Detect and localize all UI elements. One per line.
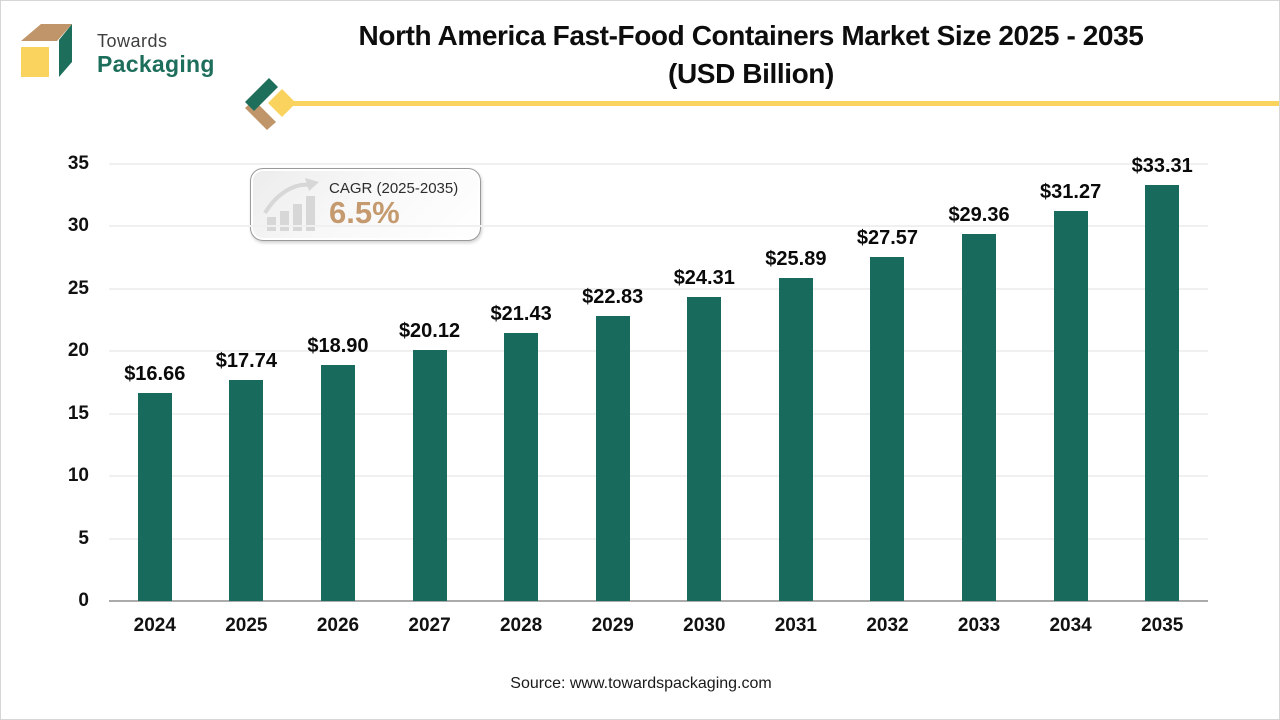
gridline-20 — [109, 350, 1208, 353]
bar-2027 — [412, 349, 447, 601]
bar-2026 — [320, 365, 355, 601]
x-axis-label-2032: 2032 — [866, 615, 909, 636]
x-axis-label-2033: 2033 — [957, 615, 1001, 636]
bar-2028 — [504, 333, 539, 601]
x-axis-label-2028: 2028 — [499, 615, 543, 636]
chart-title: North America Fast-Food Containers Marke… — [231, 17, 1271, 93]
x-axis-label-2026: 2026 — [316, 615, 360, 636]
bar-value-2028: $21.43 — [490, 303, 552, 326]
x-axis-label-2035: 2035 — [1141, 615, 1184, 636]
y-axis-label-10: 10 — [67, 465, 89, 487]
bar-2031 — [778, 277, 813, 601]
packaging-box-3d-icon — [21, 24, 72, 77]
cagr-texts: CAGR (2025-2035) 6.5% — [321, 180, 458, 229]
gridline-30 — [109, 225, 1208, 228]
bar-value-2024: $16.66 — [124, 362, 186, 385]
bar-value-2030: $24.31 — [673, 267, 735, 290]
gridline-10 — [109, 475, 1208, 478]
bar-value-2035: $33.31 — [1131, 155, 1193, 178]
gridline-35 — [109, 163, 1208, 165]
source-text: Source: www.towardspackaging.com — [510, 675, 772, 692]
cagr-label: CAGR (2025-2035) — [329, 180, 459, 197]
y-axis-label-5: 5 — [78, 527, 89, 549]
brand-logo: Towards Packaging — [13, 9, 243, 89]
bar-value-2027: $20.12 — [398, 319, 461, 342]
bar-value-2032: $27.57 — [856, 226, 919, 249]
bar-value-2026: $18.90 — [307, 335, 369, 358]
bar-2029 — [595, 315, 630, 601]
brand-name-towards: Towards — [97, 31, 168, 51]
bar-2034 — [1053, 210, 1088, 601]
x-axis-label-2029: 2029 — [591, 615, 634, 636]
brand-name-packaging: Packaging — [97, 51, 215, 77]
divider-arrow-icon — [245, 78, 296, 130]
gridline-25 — [109, 287, 1208, 290]
y-axis-label-25: 25 — [67, 277, 89, 299]
gridline-5 — [109, 537, 1208, 540]
bar-value-2029: $22.83 — [582, 285, 644, 308]
bar-2032 — [870, 256, 905, 601]
bar-2025 — [229, 379, 264, 601]
x-axis-label-2024: 2024 — [133, 615, 176, 636]
growth-trend-icon — [263, 177, 319, 231]
bar-value-2031: $25.89 — [765, 247, 827, 270]
x-axis-label-2030: 2030 — [683, 615, 726, 636]
chart-title-line1: North America Fast-Food Containers Marke… — [358, 20, 1144, 51]
y-axis-label-0: 0 — [78, 590, 89, 611]
y-axis-label-20: 20 — [67, 340, 89, 362]
y-axis-label-15: 15 — [67, 402, 89, 424]
divider-line — [293, 101, 1279, 106]
x-axis-label-2034: 2034 — [1049, 615, 1092, 636]
cagr-badge: CAGR (2025-2035) 6.5% — [250, 168, 481, 241]
bar-2030 — [687, 297, 722, 601]
y-axis-label-35: 35 — [67, 153, 89, 174]
chart-title-line2: (USD Billion) — [668, 58, 834, 89]
gridline-15 — [109, 412, 1208, 415]
cagr-value: 6.5% — [329, 195, 400, 230]
x-axis-label-2025: 2025 — [225, 615, 268, 636]
x-axis-label-2027: 2027 — [408, 615, 451, 636]
bar-2033 — [962, 234, 997, 601]
bar-2035 — [1145, 185, 1180, 601]
bar-value-2034: $31.27 — [1040, 180, 1102, 203]
bar-2024 — [137, 392, 172, 601]
bar-value-2025: $17.74 — [215, 349, 277, 372]
x-axis-label-2031: 2031 — [774, 615, 818, 636]
bar-value-2033: $29.36 — [948, 204, 1010, 227]
y-axis-label-30: 30 — [67, 215, 89, 237]
x-axis-line — [109, 600, 1208, 602]
